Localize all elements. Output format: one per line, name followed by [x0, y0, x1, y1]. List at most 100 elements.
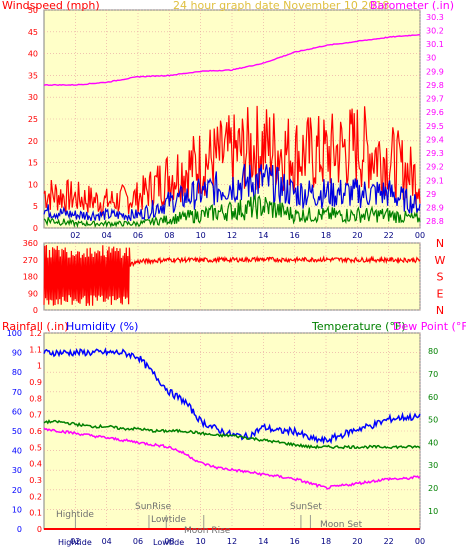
climate-x-tick-label: 14	[258, 537, 268, 546]
wind-left-tick-label: 35	[28, 71, 38, 80]
climate-x-tick-label: 12	[227, 537, 237, 546]
barometer-right-tick-label: 28.8	[426, 217, 444, 226]
temp-tick-label: 50	[428, 416, 438, 425]
climate-x-tick-label: 10	[196, 537, 206, 546]
wind-left-tick-label: 50	[28, 6, 38, 15]
wind-series-line	[43, 105, 421, 217]
chart-title: 24 hour graph date November 10 2018	[173, 0, 389, 12]
compass-letter: E	[437, 287, 444, 300]
climate-x-tick-label: 06	[133, 537, 143, 546]
climate-series-line	[43, 427, 421, 490]
compass-letter: N	[436, 237, 444, 250]
compass-letter: W	[435, 254, 446, 267]
rain-tick-label: 0.8	[29, 394, 42, 403]
wind-x-tick-label: 22	[384, 231, 394, 240]
rain-tick-label: 0.9	[29, 378, 42, 387]
bottom-label-hightide: Hightide	[58, 538, 92, 547]
wind-x-tick-label: 06	[133, 231, 143, 240]
wind-series-line	[43, 163, 421, 223]
temp-tick-label: 10	[428, 507, 438, 516]
annotation-lowtide: Lowtide	[151, 515, 186, 525]
dewpoint-axis-label: Dew Point (°F)	[393, 320, 466, 333]
annotation-moonset: Moon Set	[320, 520, 363, 530]
humidity-tick-label: 100	[7, 329, 22, 338]
wind-x-tick-label: 12	[227, 231, 237, 240]
barometer-right-tick-label: 29.4	[426, 135, 444, 144]
wind-left-tick-label: 30	[28, 93, 38, 102]
rain-tick-label: 0	[37, 525, 42, 534]
wind-left-tick-label: 10	[28, 180, 38, 189]
humidity-tick-label: 30	[12, 466, 22, 475]
barometer-right-tick-label: 29.5	[426, 122, 444, 131]
rain-tick-label: 0.7	[29, 411, 42, 420]
wind-left-tick-label: 20	[28, 137, 38, 146]
climate-x-tick-label: 00	[415, 537, 425, 546]
compass-letter: N	[436, 304, 444, 317]
wind-x-tick-label: 10	[196, 231, 206, 240]
rain-tick-label: 1.2	[29, 329, 42, 338]
wind-x-tick-label: 08	[164, 231, 174, 240]
humidity-axis-label: Humidity (%)	[66, 320, 138, 333]
rain-tick-label: 0.4	[29, 460, 42, 469]
annotation-moonrise: Moon Rise	[184, 526, 231, 536]
direction-left-tick-label: 360	[23, 239, 38, 248]
barometer-right-tick-label: 30	[426, 54, 436, 63]
temp-tick-label: 40	[428, 438, 438, 447]
wind-left-tick-label: 0	[33, 224, 38, 233]
climate-series-line	[43, 419, 421, 450]
series-layer	[43, 34, 421, 530]
climate-x-tick-label: 04	[102, 537, 112, 546]
barometer-right-tick-label: 28.9	[426, 204, 444, 213]
climate-x-tick-label: 20	[352, 537, 362, 546]
wind-x-tick-label: 04	[102, 231, 112, 240]
humidity-tick-label: 70	[12, 388, 22, 397]
barometer-right-tick-label: 29	[426, 190, 436, 199]
wind-series-line	[43, 193, 421, 229]
barometer-right-tick-label: 29.1	[426, 176, 444, 185]
temperature-axis-label: Temperature (°F)	[311, 320, 406, 333]
barometer-series-line	[43, 34, 421, 87]
barometer-right-tick-label: 30.3	[426, 13, 444, 22]
humidity-tick-label: 60	[12, 407, 22, 416]
rain-tick-label: 0.5	[29, 443, 42, 452]
humidity-tick-label: 0	[17, 525, 22, 534]
wind-x-tick-label: 16	[290, 231, 300, 240]
temp-tick-label: 70	[428, 370, 438, 379]
annotation-hightide: Hightide	[56, 510, 94, 520]
wind-left-tick-label: 15	[28, 159, 38, 168]
climate-x-tick-label: 18	[321, 537, 331, 546]
rain-tick-label: 1.1	[29, 345, 42, 354]
wind-left-tick-label: 25	[28, 115, 38, 124]
direction-series-line	[43, 244, 421, 307]
direction-left-tick-label: 270	[23, 256, 38, 265]
humidity-tick-label: 90	[12, 349, 22, 358]
wind-x-tick-label: 18	[321, 231, 331, 240]
rain-tick-label: 0.1	[29, 509, 42, 518]
direction-left-tick-label: 90	[28, 289, 38, 298]
barometer-right-tick-label: 29.2	[426, 163, 444, 172]
climate-x-tick-label: 22	[384, 537, 394, 546]
wind-left-tick-label: 5	[33, 202, 38, 211]
barometer-right-tick-label: 29.7	[426, 95, 444, 104]
climate-x-tick-label: 08	[164, 537, 174, 546]
humidity-tick-label: 10	[12, 505, 22, 514]
humidity-tick-label: 20	[12, 486, 22, 495]
rain-tick-label: 0.6	[29, 427, 42, 436]
rain-tick-label: 1	[37, 362, 42, 371]
wind-x-tick-label: 00	[415, 231, 425, 240]
wind-x-tick-label: 02	[70, 231, 80, 240]
rainfall-axis-label: Rainfall (.in)	[2, 320, 69, 333]
climate-x-tick-label: 16	[290, 537, 300, 546]
climate-x-tick-label: 02	[70, 537, 80, 546]
windspeed-axis-label: Windspeed (mph)	[2, 0, 100, 12]
wind-left-tick-label: 40	[28, 50, 38, 59]
wind-x-tick-label: 14	[258, 231, 268, 240]
direction-left-tick-label: 180	[23, 273, 38, 282]
humidity-tick-label: 50	[12, 427, 22, 436]
temp-tick-label: 60	[428, 393, 438, 402]
climate-panel-bg	[43, 332, 421, 530]
rain-tick-label: 0.2	[29, 492, 42, 501]
